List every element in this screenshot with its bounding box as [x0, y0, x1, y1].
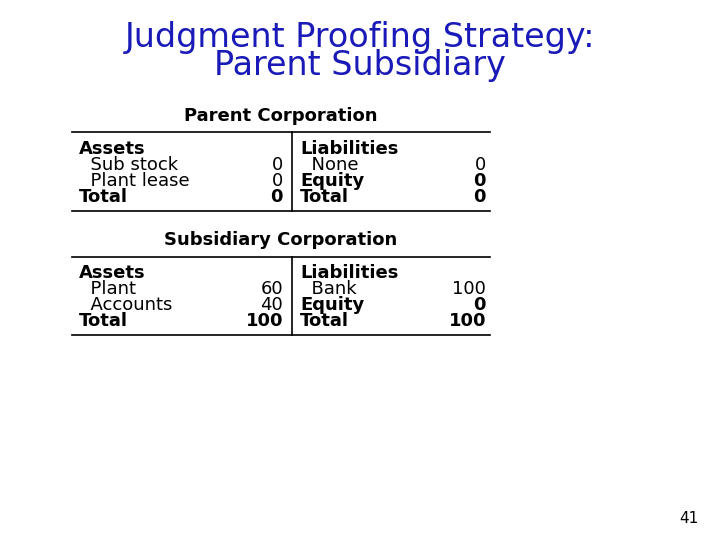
Text: Liabilities: Liabilities	[300, 139, 399, 158]
Text: Plant: Plant	[79, 280, 136, 298]
Text: 0: 0	[474, 156, 486, 174]
Text: 0: 0	[271, 172, 283, 190]
Text: Sub stock: Sub stock	[79, 156, 179, 174]
Text: Total: Total	[79, 188, 128, 206]
Text: 0: 0	[474, 172, 486, 190]
Text: Plant lease: Plant lease	[79, 172, 190, 190]
Text: 0: 0	[474, 296, 486, 314]
Text: Equity: Equity	[300, 296, 364, 314]
Text: Assets: Assets	[79, 139, 146, 158]
Text: 0: 0	[271, 156, 283, 174]
Text: Accounts: Accounts	[79, 296, 173, 314]
Text: Total: Total	[300, 312, 349, 330]
Text: None: None	[300, 156, 359, 174]
Text: 100: 100	[452, 280, 486, 298]
Text: Equity: Equity	[300, 172, 364, 190]
Text: Total: Total	[300, 188, 349, 206]
Text: 0: 0	[474, 188, 486, 206]
Text: Total: Total	[79, 312, 128, 330]
Text: Judgment Proofing Strategy:: Judgment Proofing Strategy:	[125, 21, 595, 55]
Text: Subsidiary Corporation: Subsidiary Corporation	[164, 231, 397, 249]
Text: 100: 100	[246, 312, 283, 330]
Text: 0: 0	[271, 188, 283, 206]
Text: 41: 41	[679, 511, 698, 526]
Text: 40: 40	[260, 296, 283, 314]
Text: Bank: Bank	[300, 280, 357, 298]
Text: Parent Corporation: Parent Corporation	[184, 107, 377, 125]
Text: Assets: Assets	[79, 264, 146, 282]
Text: 100: 100	[449, 312, 486, 330]
Text: Parent Subsidiary: Parent Subsidiary	[214, 49, 506, 83]
Text: 60: 60	[261, 280, 283, 298]
Text: Liabilities: Liabilities	[300, 264, 399, 282]
